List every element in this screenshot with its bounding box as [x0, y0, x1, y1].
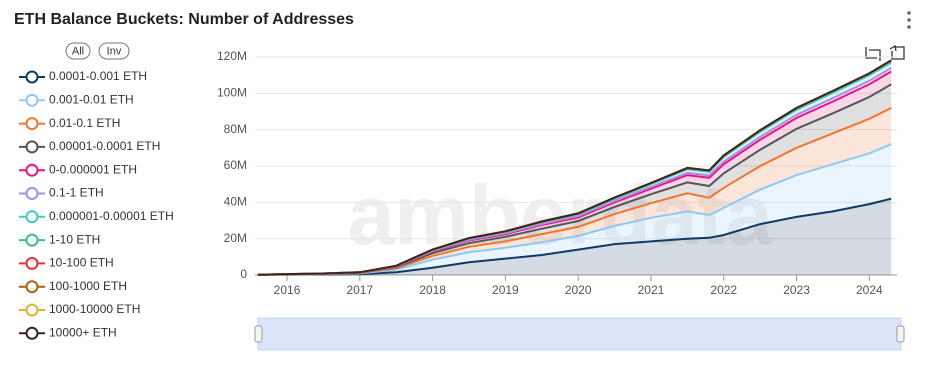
menu-dot — [907, 11, 911, 15]
y-tick-label: 100M — [217, 86, 247, 100]
series-line — [257, 197, 892, 276]
legend-marker — [25, 256, 39, 270]
menu-dot — [907, 18, 911, 22]
legend-marker — [25, 70, 39, 84]
chart-title: ETH Balance Buckets: Number of Addresses — [14, 11, 354, 28]
navigator-handle[interactable] — [254, 325, 263, 343]
filter-button-label: All — [72, 45, 84, 57]
legend-marker — [25, 187, 39, 200]
series-line — [257, 59, 892, 276]
x-tick-label: 2021 — [638, 283, 665, 297]
legend-marker — [25, 303, 39, 317]
legend-label[interactable]: 0.0001-0.001 ETH — [49, 69, 147, 83]
x-tick-label: 2022 — [710, 283, 737, 297]
menu-icon[interactable] — [907, 11, 911, 29]
y-tick-label: 60M — [224, 158, 247, 172]
legend-marker — [25, 210, 39, 224]
legend-label[interactable]: 0.00001-0.0001 ETH — [49, 139, 160, 153]
reset-icon[interactable] — [889, 44, 905, 60]
legend-label[interactable]: 0-0.000001 ETH — [49, 162, 137, 176]
legend-marker — [25, 117, 39, 131]
legend-marker — [25, 326, 39, 340]
watermark: amberdata — [348, 168, 774, 262]
navigator[interactable] — [254, 317, 905, 351]
area-band — [257, 144, 892, 275]
legend-marker — [25, 93, 39, 107]
navigator-window — [257, 317, 902, 351]
legend-label[interactable]: 0.01-0.1 ETH — [49, 116, 120, 130]
legend-label[interactable]: 1000-10000 ETH — [49, 302, 140, 316]
x-tick-label: 2023 — [783, 283, 810, 297]
y-tick-label: 20M — [224, 231, 247, 245]
legend-marker — [25, 280, 39, 294]
legend-label[interactable]: 0.000001-0.00001 ETH — [49, 209, 174, 223]
zoom-icon[interactable] — [865, 47, 881, 61]
legend-label[interactable]: 1-10 ETH — [49, 232, 100, 246]
x-tick-label: 2017 — [346, 283, 373, 297]
y-tick-label: 80M — [224, 122, 247, 136]
zoom-icons — [865, 44, 905, 61]
x-tick-label: 2024 — [856, 283, 883, 297]
filter-button-label: Inv — [107, 45, 122, 57]
x-tick-label: 2019 — [492, 283, 519, 297]
area-band — [257, 198, 892, 275]
y-tick-label: 120M — [217, 49, 247, 63]
legend-label[interactable]: 0.001-0.01 ETH — [49, 92, 134, 106]
filter-button[interactable] — [65, 42, 91, 60]
x-tick-label: 2018 — [419, 283, 446, 297]
legend-label[interactable]: 100-1000 ETH — [49, 279, 127, 293]
legend-label[interactable]: 10-100 ETH — [49, 256, 114, 270]
filter-button[interactable] — [98, 42, 130, 60]
legend-marker — [25, 140, 39, 154]
legend-marker — [25, 233, 39, 247]
legend-marker — [25, 163, 39, 177]
y-tick-label: 40M — [224, 195, 247, 209]
menu-dot — [907, 25, 911, 29]
x-tick-label: 2020 — [565, 283, 592, 297]
navigator-handle[interactable] — [896, 325, 905, 343]
x-tick-label: 2016 — [274, 283, 301, 297]
legend-label[interactable]: 10000+ ETH — [49, 325, 117, 339]
y-tick-label: 0 — [240, 267, 247, 281]
legend-label[interactable]: 0.1-1 ETH — [49, 186, 104, 200]
